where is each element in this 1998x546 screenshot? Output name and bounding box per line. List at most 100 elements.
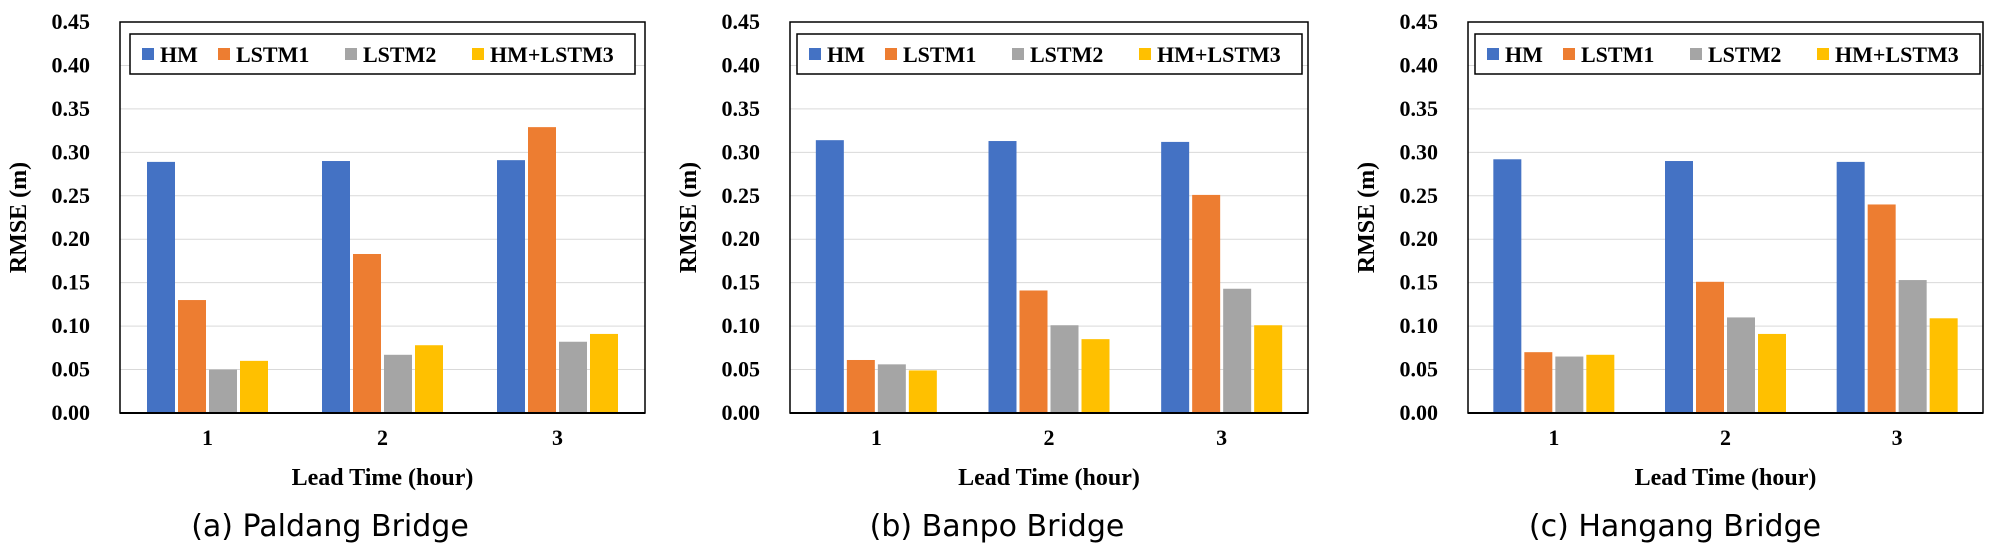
bar-lstm2: [1727, 317, 1755, 413]
panel-caption: (c) Hangang Bridge: [1529, 509, 1821, 544]
bar-hm-lstm3: [1758, 333, 1786, 413]
y-tick-label: 0.15: [52, 270, 91, 295]
bar-hm-lstm3: [590, 333, 618, 413]
legend-box: [129, 33, 636, 75]
y-tick-label: 0.00: [1400, 400, 1439, 425]
y-axis-title: RMSE (m): [1354, 162, 1380, 273]
bar-lstm1: [353, 253, 381, 413]
legend-swatch: [1817, 48, 1829, 60]
bar-lstm1: [528, 127, 556, 413]
legend-swatch: [345, 48, 357, 60]
bar-hm-lstm3: [1929, 318, 1958, 413]
legend-label: HM+LSTM3: [490, 42, 614, 67]
legend-swatch: [1012, 48, 1024, 60]
y-axis-title: RMSE (m): [676, 162, 702, 273]
legend-label: HM: [160, 42, 198, 67]
y-tick-label: 0.20: [722, 226, 761, 251]
bar-lstm2: [1898, 280, 1927, 413]
bar-lstm1: [178, 300, 206, 413]
legend-label: HM: [827, 42, 865, 67]
x-tick-label: 1: [1548, 425, 1559, 450]
y-tick-label: 0.00: [52, 400, 91, 425]
chart-panel-1: 0.00 0.05 0.10 0.15 0.20 0.25 0.30 0.35 0.40 0.45…: [6, 9, 646, 544]
bar-lstm2: [1223, 288, 1252, 413]
chart-panel-2: 0.00 0.05 0.10 0.15 0.20 0.25 0.30 0.35 0.40 0.45…: [676, 9, 1309, 544]
y-tick-label: 0.10: [722, 313, 761, 338]
legend-box: [1474, 33, 1981, 75]
legend-swatch: [218, 48, 230, 60]
x-tick-label: 3: [1216, 425, 1227, 450]
y-tick-label: 0.05: [722, 357, 761, 382]
y-tick-label: 0.45: [1400, 9, 1439, 34]
bar-lstm2: [209, 369, 237, 413]
bar-hm: [815, 140, 844, 413]
y-tick-label: 0.40: [1400, 52, 1439, 77]
y-tick-label: 0.35: [1400, 96, 1439, 121]
y-tick-label: 0.25: [52, 183, 91, 208]
x-axis-title: Lead Time (hour): [292, 465, 474, 491]
legend: HM LSTM1 LSTM2 HM+LSTM3: [1474, 33, 1981, 75]
bar-hm: [147, 161, 175, 413]
x-axis-title: Lead Time (hour): [1635, 465, 1817, 491]
legend: HM LSTM1 LSTM2 HM+LSTM3: [129, 33, 636, 75]
y-tick-label: 0.10: [1400, 313, 1439, 338]
bar-lstm1: [1192, 194, 1221, 413]
x-tick-label: 3: [1892, 425, 1903, 450]
y-tick-label: 0.05: [1400, 357, 1439, 382]
bar-hm-lstm3: [240, 360, 268, 413]
legend-swatch: [885, 48, 897, 60]
bar-hm-lstm3: [1254, 325, 1283, 413]
y-tick-label: 0.40: [722, 52, 761, 77]
legend-swatch: [142, 48, 154, 60]
y-tick-label: 0.20: [1400, 226, 1439, 251]
bar-hm-lstm3: [1081, 339, 1110, 413]
y-tick-label: 0.25: [1400, 183, 1439, 208]
legend-label: LSTM2: [363, 42, 436, 67]
bar-hm: [497, 160, 525, 413]
bar-hm-lstm3: [415, 345, 443, 413]
y-tick-label: 0.05: [52, 357, 91, 382]
y-tick-label: 0.30: [1400, 139, 1439, 164]
legend-label: LSTM1: [236, 42, 309, 67]
panel-caption: (a) Paldang Bridge: [191, 509, 469, 544]
chart-panel-3: 0.00 0.05 0.10 0.15 0.20 0.25 0.30 0.35 0.40 0.45…: [1354, 9, 1984, 544]
x-tick-label: 1: [202, 425, 213, 450]
bar-lstm2: [1555, 356, 1584, 413]
legend: HM LSTM1 LSTM2 HM+LSTM3: [796, 33, 1303, 75]
bar-lstm2: [877, 364, 906, 413]
x-tick-label: 3: [552, 425, 563, 450]
legend-label: HM: [1505, 42, 1543, 67]
bar-hm: [1161, 141, 1190, 413]
legend-swatch: [809, 48, 821, 60]
bar-hm-lstm3: [1586, 354, 1615, 413]
x-axis-title: Lead Time (hour): [958, 465, 1140, 491]
bar-hm: [1665, 161, 1693, 413]
bar-lstm1: [1524, 352, 1553, 413]
legend-swatch: [1690, 48, 1702, 60]
bar-hm: [988, 141, 1017, 413]
legend-swatch: [1563, 48, 1575, 60]
legend-swatch: [472, 48, 484, 60]
bar-lstm2: [559, 341, 587, 413]
legend-label: LSTM1: [1581, 42, 1654, 67]
y-tick-label: 0.30: [722, 139, 761, 164]
y-axis-title: RMSE (m): [6, 162, 32, 273]
y-tick-label: 0.15: [1400, 270, 1439, 295]
y-tick-label: 0.45: [722, 9, 761, 34]
y-tick-label: 0.20: [52, 226, 91, 251]
panel-caption: (b) Banpo Bridge: [870, 509, 1125, 544]
bar-lstm1: [1867, 204, 1896, 413]
legend-swatch: [1487, 48, 1499, 60]
x-tick-label: 2: [1720, 425, 1731, 450]
y-tick-label: 0.35: [52, 96, 91, 121]
bar-hm: [1836, 161, 1865, 413]
bar-lstm1: [1019, 290, 1048, 413]
bar-lstm2: [384, 354, 412, 413]
legend-label: LSTM2: [1708, 42, 1781, 67]
y-tick-label: 0.25: [722, 183, 761, 208]
bar-lstm1: [846, 359, 875, 413]
y-tick-label: 0.15: [722, 270, 761, 295]
y-tick-label: 0.35: [722, 96, 761, 121]
bar-hm: [1493, 159, 1522, 413]
